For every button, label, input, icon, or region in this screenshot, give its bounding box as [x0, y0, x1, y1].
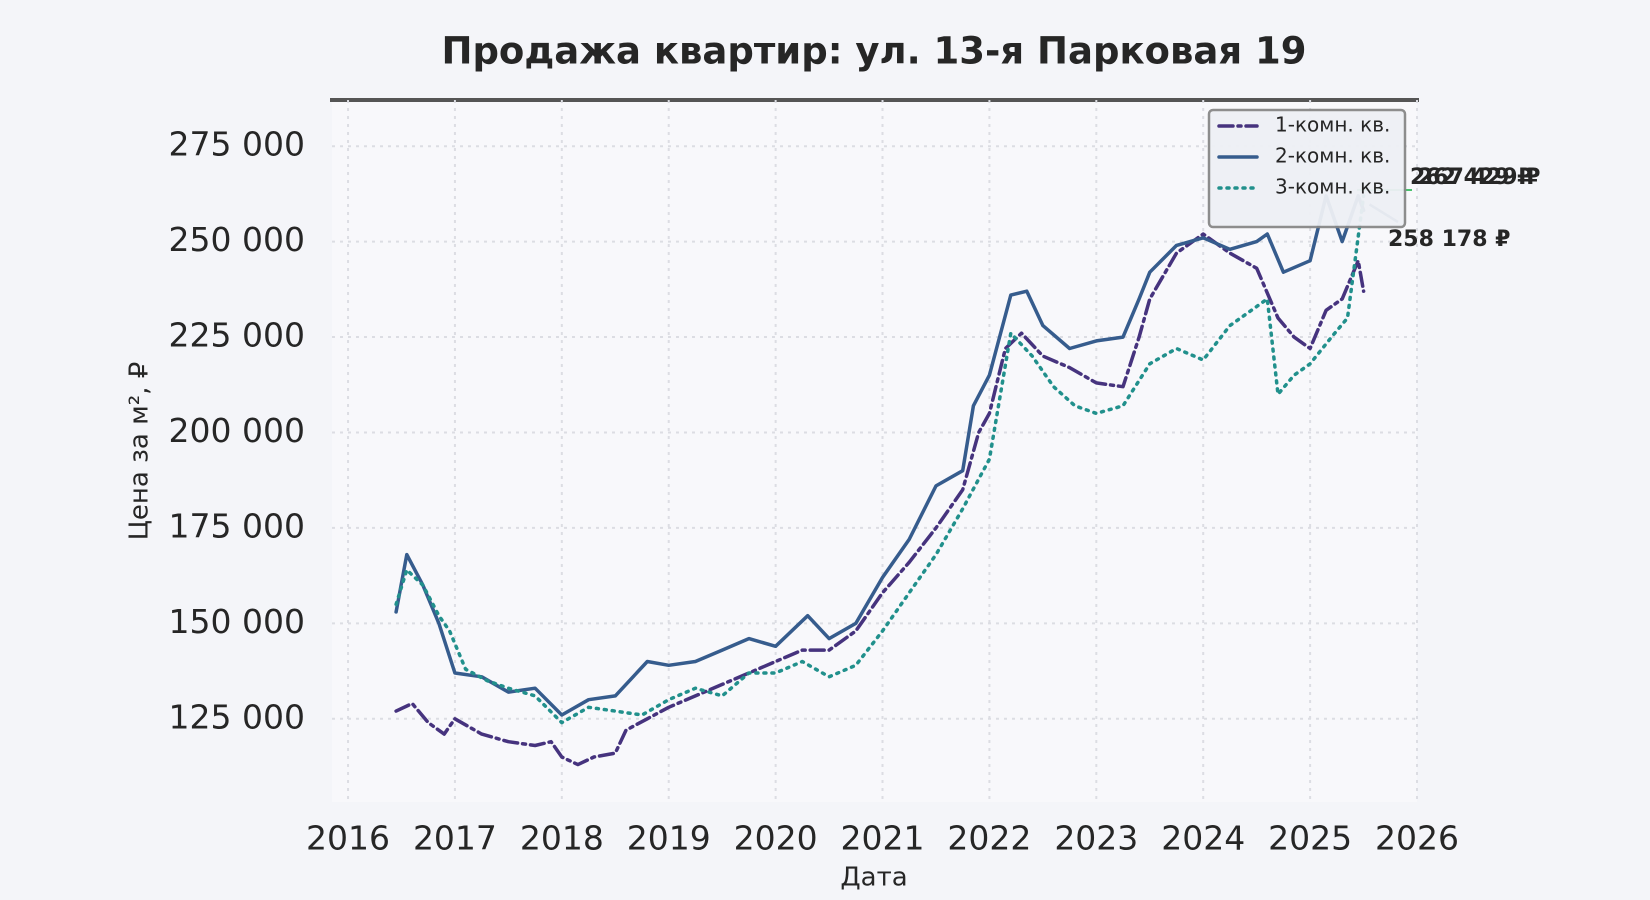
x-tick-label: 2018	[520, 819, 604, 858]
x-axis-label: Дата	[840, 863, 907, 893]
x-tick-label: 2020	[734, 819, 818, 858]
y-tick-label: 175 000	[169, 506, 305, 545]
y-tick-label: 225 000	[169, 316, 305, 355]
x-tick-label: 2023	[1054, 819, 1138, 858]
series-line	[394, 194, 1366, 717]
series-line	[394, 232, 1366, 767]
x-tick-label: 2017	[413, 819, 497, 858]
x-tick-label: 2021	[841, 819, 925, 858]
x-tick-label: 2019	[627, 819, 711, 858]
annotation: 262 429 ₽	[1410, 165, 1532, 190]
legend-label: 2-комн. кв.	[1275, 144, 1390, 168]
chart-title: Продажа квартир: ул. 13-я Парковая 19	[441, 30, 1306, 73]
y-axis-label: Цена за м², ₽	[125, 362, 155, 541]
y-tick-label: 200 000	[169, 411, 305, 450]
annotation: 267 429 ₽	[1418, 165, 1540, 190]
y-tick-label: 150 000	[169, 602, 305, 641]
x-tick-label: 2016	[306, 819, 390, 858]
legend-label: 1-комн. кв.	[1275, 113, 1390, 137]
x-tick-label: 2026	[1375, 819, 1459, 858]
y-tick-label: 250 000	[169, 220, 305, 259]
x-tick-label: 2025	[1268, 819, 1352, 858]
series-line	[394, 194, 1366, 725]
x-tick-label: 2022	[947, 819, 1031, 858]
legend-box	[1207, 108, 1407, 229]
legend-label: 3-комн. кв.	[1275, 175, 1390, 199]
annotation: 258 178 ₽	[1388, 227, 1510, 252]
y-tick-label: 275 000	[169, 125, 305, 164]
x-tick-label: 2024	[1161, 819, 1245, 858]
y-tick-label: 125 000	[169, 697, 305, 736]
